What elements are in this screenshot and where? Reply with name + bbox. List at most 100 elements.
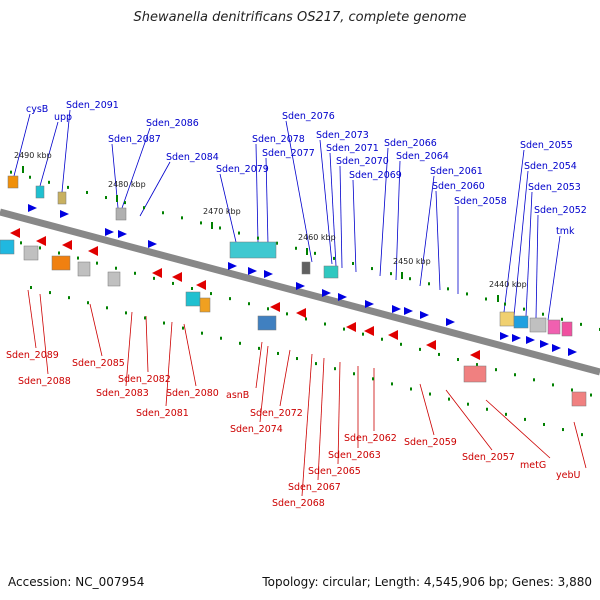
forward-gene-arrow: [148, 240, 157, 248]
tick-dot-upper: [561, 317, 563, 321]
reverse-gene-arrow: [388, 330, 398, 340]
top-gene-label: tmk: [556, 226, 575, 237]
tick-dot-middle: [229, 297, 231, 301]
reverse-gene-arrow: [10, 228, 20, 238]
tick-dot-upper: [523, 307, 525, 311]
forward-gene-arrow: [28, 204, 37, 212]
top-label-connector: [219, 173, 237, 243]
tick-dot-upper: [504, 302, 506, 306]
bottom-label-connector: [165, 321, 173, 407]
tick-dot-middle: [134, 271, 136, 275]
forward-gene-arrow: [118, 230, 127, 238]
top-label-connector: [265, 157, 269, 245]
tick-dot-upper: [48, 180, 50, 184]
tick-dot-middle: [362, 332, 364, 336]
scale-tick: [497, 295, 499, 302]
bottom-gene-label: Sden_2083: [96, 388, 149, 399]
forward-gene-arrow: [446, 318, 455, 326]
tick-dot-upper: [542, 312, 544, 316]
top-gene-label: Sden_2053: [528, 182, 581, 193]
tick-dot-lower: [87, 301, 89, 305]
tick-dot-middle: [153, 276, 155, 280]
forward-gene-arrow: [392, 305, 401, 313]
bottom-gene-label: metG: [520, 460, 546, 471]
gene-block: [115, 207, 127, 221]
scale-tick: [401, 272, 403, 279]
top-gene-label: Sden_2078: [252, 134, 305, 145]
bottom-label-connector: [39, 293, 49, 375]
label-connectors: [13, 109, 587, 497]
gene-block: [57, 191, 67, 205]
top-gene-label: Sden_2084: [166, 152, 219, 163]
reverse-gene-arrow: [346, 322, 356, 332]
bottom-gene-label: Sden_2081: [136, 408, 189, 419]
bottom-label-connector: [445, 389, 493, 451]
bottom-gene-label: Sden_2063: [328, 450, 381, 461]
scale-labels: 2490 kbp 2480 kbp 2470 kbp 2460 kbp 2450 kbp…: [14, 151, 527, 289]
tick-dot-upper: [86, 190, 88, 194]
scale-tick: [22, 166, 24, 173]
tick-dot-middle: [210, 292, 212, 296]
tick-dot-upper: [314, 251, 316, 255]
tick-dot-middle: [571, 388, 573, 392]
tick-dot-middle: [400, 342, 402, 346]
top-label-connector: [547, 235, 561, 321]
scale-tick: [116, 195, 118, 202]
bottom-gene-label: Sden_2088: [18, 376, 71, 387]
forward-gene-arrow: [105, 228, 114, 236]
tick-dot-upper: [409, 277, 411, 281]
tick-dot-middle: [77, 256, 79, 260]
top-gene-label: cysB: [26, 104, 48, 115]
tick-dot-middle: [248, 302, 250, 306]
reverse-gene-arrow: [88, 246, 98, 256]
scale-label: 2450 kbp: [393, 257, 431, 266]
tick-dot-upper: [162, 211, 164, 215]
top-label-connector: [255, 143, 259, 243]
tick-dot-lower: [182, 326, 184, 330]
gene-block: [23, 245, 39, 261]
tick-dot-middle: [267, 307, 269, 311]
tick-dot-middle: [305, 317, 307, 321]
gene-block: [323, 265, 339, 279]
bottom-gene-label: Sden_2059: [404, 437, 457, 448]
gene-block: [571, 391, 587, 407]
tick-dot-upper: [29, 175, 31, 179]
tick-dot-upper: [466, 292, 468, 296]
reverse-gene-arrow: [62, 240, 72, 250]
tick-dot-middle: [343, 327, 345, 331]
tick-dot-lower: [30, 286, 32, 290]
bottom-label-connector: [419, 383, 435, 436]
tick-dot-upper: [143, 206, 145, 210]
tick-dot-lower: [201, 331, 203, 335]
gene-block: [561, 321, 573, 337]
top-label-connector: [435, 190, 441, 291]
top-label-connector: [395, 160, 401, 281]
top-gene-label: Sden_2054: [524, 161, 577, 172]
bottom-gene-label: Sden_2085: [72, 358, 125, 369]
scale-tick: [306, 248, 308, 255]
scale-label: 2470 kbp: [203, 207, 241, 216]
gene-block: [185, 291, 201, 307]
scale-label: 2490 kbp: [14, 151, 52, 160]
scale-ticks: [10, 166, 600, 437]
forward-gene-arrow: [500, 332, 509, 340]
top-label-connector: [319, 139, 333, 265]
map-title: Shewanella denitrificans OS217, complete…: [133, 10, 467, 25]
tick-dot-upper: [428, 282, 430, 286]
forward-gene-arrow: [512, 334, 521, 342]
tick-dot-middle: [20, 241, 22, 245]
tick-dot-upper: [105, 196, 107, 200]
tick-dot-upper: [371, 267, 373, 271]
bottom-gene-label: Sden_2057: [462, 452, 515, 463]
forward-gene-arrow: [264, 270, 273, 278]
tick-dot-middle: [191, 286, 193, 290]
tick-dot-middle: [438, 352, 440, 356]
tick-dot-lower: [258, 346, 260, 350]
tick-dot-middle: [39, 246, 41, 250]
top-gene-label: Sden_2064: [396, 151, 449, 162]
bottom-gene-label: Sden_2067: [288, 482, 341, 493]
top-label-connector: [61, 109, 71, 193]
top-label-connector: [525, 191, 533, 317]
tick-dot-middle: [533, 378, 535, 382]
